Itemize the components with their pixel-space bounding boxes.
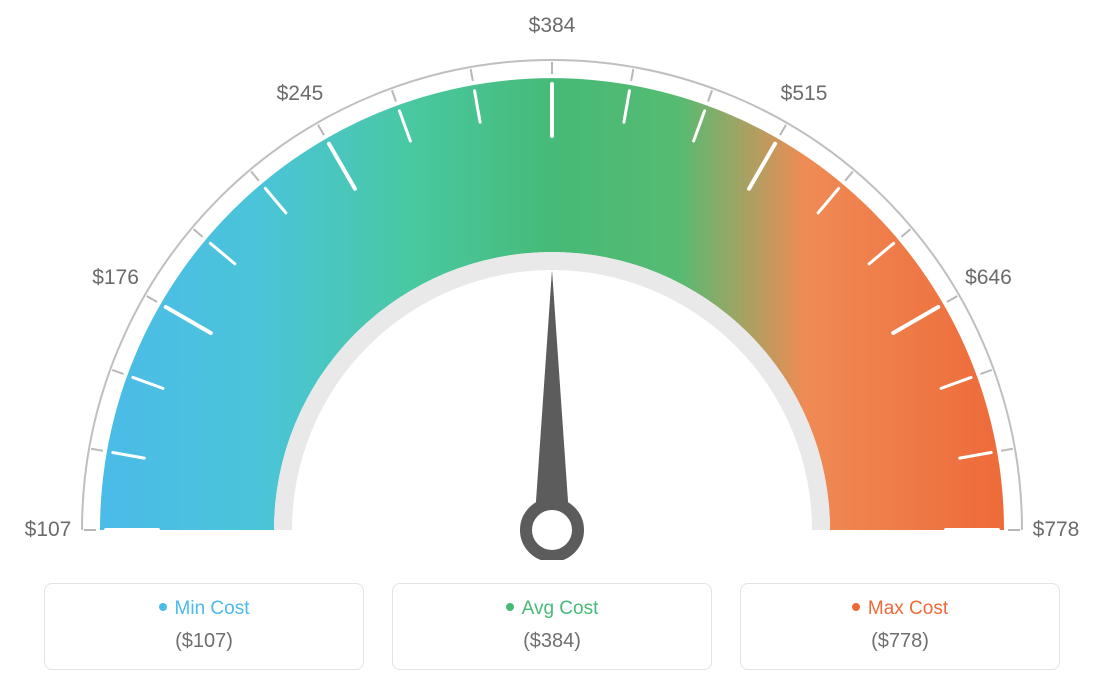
legend-title-max: Max Cost xyxy=(751,598,1049,620)
legend-row: Min Cost ($107) Avg Cost ($384) Max Cost… xyxy=(0,583,1104,670)
gauge-svg xyxy=(0,0,1104,560)
gauge-tick-label: $107 xyxy=(25,518,72,542)
legend-title-avg: Avg Cost xyxy=(403,598,701,620)
legend-label-max: Max Cost xyxy=(868,598,948,619)
gauge-tick-label: $646 xyxy=(965,266,1012,290)
dot-icon xyxy=(852,603,860,611)
gauge: $107 $176 $245 $384 $515 $646 $778 xyxy=(0,0,1104,560)
gauge-tick-label: $384 xyxy=(529,14,576,38)
legend-value-avg: ($384) xyxy=(403,630,701,653)
legend-card-avg: Avg Cost ($384) xyxy=(392,583,712,670)
gauge-tick-label: $515 xyxy=(781,82,828,106)
legend-value-min: ($107) xyxy=(55,630,353,653)
legend-value-max: ($778) xyxy=(751,630,1049,653)
legend-card-min: Min Cost ($107) xyxy=(44,583,364,670)
dot-icon xyxy=(159,603,167,611)
legend-label-avg: Avg Cost xyxy=(522,598,599,619)
legend-label-min: Min Cost xyxy=(175,598,250,619)
dot-icon xyxy=(506,603,514,611)
legend-title-min: Min Cost xyxy=(55,598,353,620)
chart-container: $107 $176 $245 $384 $515 $646 $778 Min Cost ($… xyxy=(0,0,1104,690)
gauge-tick-label: $245 xyxy=(277,82,324,106)
gauge-tick-label: $778 xyxy=(1033,518,1080,542)
legend-card-max: Max Cost ($778) xyxy=(740,583,1060,670)
gauge-tick-label: $176 xyxy=(92,266,139,290)
